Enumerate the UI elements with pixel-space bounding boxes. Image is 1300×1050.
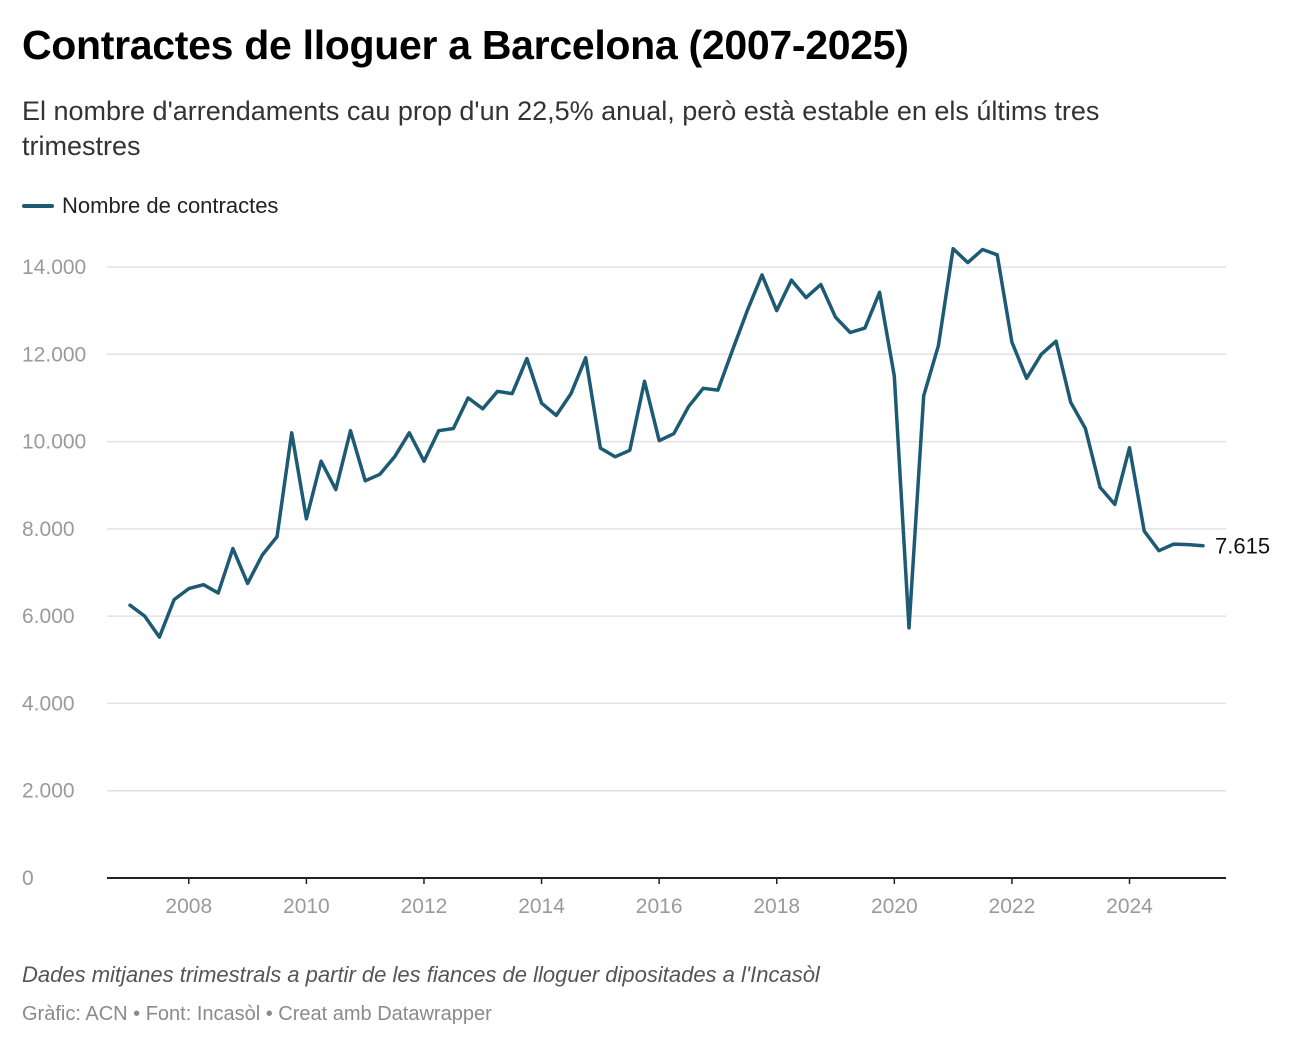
y-tick-label: 10.000 (22, 431, 86, 454)
x-tick-label: 2020 (871, 895, 918, 918)
y-tick-label: 12.000 (22, 343, 86, 366)
y-tick-label: 4.000 (22, 692, 75, 715)
x-tick-label: 2008 (165, 895, 212, 918)
chart-note: Dades mitjanes trimestrals a partir de l… (22, 962, 820, 987)
series-layer (128, 246, 1205, 639)
chart-title: Contractes de lloguer a Barcelona (2007-… (22, 22, 909, 68)
x-tick-label: 2022 (989, 895, 1036, 918)
line-chart: 02.0004.0006.0008.00010.00012.00014.000 … (22, 246, 1270, 918)
x-tick-label: 2014 (518, 895, 565, 918)
y-tick-label: 2.000 (22, 780, 75, 803)
legend-swatch (22, 204, 54, 208)
y-tick-label: 6.000 (22, 605, 75, 628)
chart-credits: Gràfic: ACN • Font: Incasòl • Creat amb … (22, 1003, 492, 1025)
end-value-label: 7.615 (1215, 534, 1270, 559)
y-axis-ticks: 0 2.000 4.000 6.000 8.000 10.000 12.000 14.000 (22, 256, 86, 890)
y-tick-label: 0 (22, 867, 34, 890)
x-tick-label: 2016 (636, 895, 683, 918)
legend: Nombre de contractes (22, 193, 278, 219)
x-axis-ticks: 2008 2010 2012 2014 2016 2018 2020 2022 2024 (165, 878, 1153, 918)
x-tick-label: 2018 (753, 895, 800, 918)
y-tick-label: 8.000 (22, 518, 75, 541)
x-tick-label: 2012 (401, 895, 448, 918)
x-tick-label: 2010 (283, 895, 330, 918)
legend-label: Nombre de contractes (62, 193, 279, 218)
x-tick-label: 2024 (1106, 895, 1153, 918)
y-tick-label: 14.000 (22, 256, 86, 279)
chart-subtitle: El nombre d'arrendaments cau prop d'un 2… (22, 96, 1100, 161)
series-line (128, 246, 1205, 639)
